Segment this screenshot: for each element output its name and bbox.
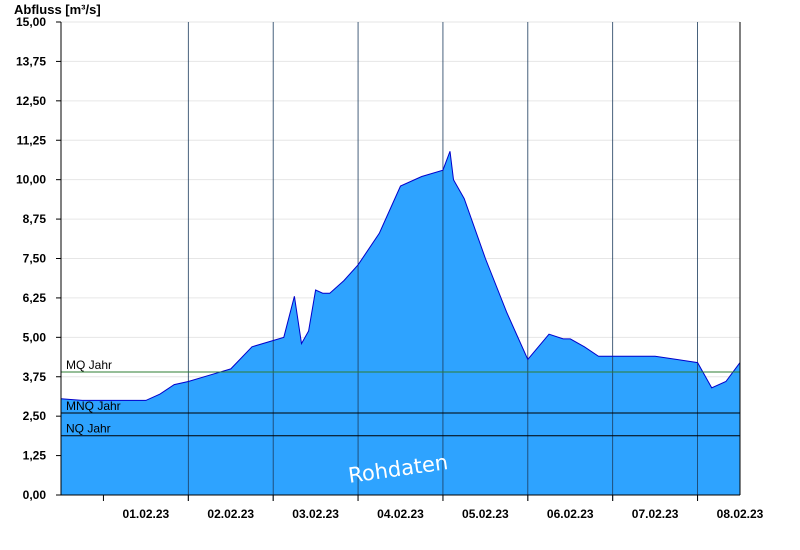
y-tick-label: 5,00 [23, 330, 47, 344]
x-axis-ticks: 01.02.23 02.02.23 03.02.23 04.02.23 05.02.23… [102, 495, 764, 521]
y-tick-label: 12,50 [16, 94, 46, 108]
reference-line-label: MNQ Jahr [66, 399, 121, 413]
y-tick-label: 8,75 [23, 212, 47, 226]
reference-line-label: MQ Jahr [66, 358, 112, 372]
x-tick-label: 05.02.23 [462, 507, 509, 521]
x-tick-label: 04.02.23 [377, 507, 424, 521]
reference-lines: MQ Jahr MNQ Jahr NQ Jahr [61, 358, 740, 437]
y-tick-label: 10,00 [16, 173, 46, 187]
discharge-area [61, 151, 740, 496]
y-tick-label: 13,75 [16, 54, 46, 68]
y-tick-label: 7,50 [23, 252, 47, 266]
x-tick-label: 08.02.23 [717, 507, 764, 521]
y-axis-ticks: 0,00 1,25 2,50 3,75 5,00 6,25 7,50 8,75 10,00 11,… [16, 15, 61, 502]
discharge-line [60, 151, 741, 401]
day-gridlines [187, 22, 698, 501]
y-tick-label: 2,50 [23, 409, 47, 423]
y-tick-label: 11,25 [17, 133, 47, 147]
y-tick-label: 0,00 [23, 488, 47, 502]
y-tick-label: 15,00 [16, 15, 46, 29]
y-tick-label: 3,75 [23, 370, 47, 384]
x-tick-label: 03.02.23 [292, 507, 339, 521]
x-tick-label: 07.02.23 [632, 507, 679, 521]
x-tick-label: 06.02.23 [547, 507, 594, 521]
reference-line-label: NQ Jahr [66, 422, 111, 436]
x-tick-label: 01.02.23 [123, 507, 170, 521]
x-tick-label: 02.02.23 [207, 507, 254, 521]
y-tick-label: 1,25 [23, 449, 47, 463]
y-axis-title: Abfluss [m³/s] [14, 2, 101, 17]
y-tick-label: 6,25 [23, 291, 47, 305]
